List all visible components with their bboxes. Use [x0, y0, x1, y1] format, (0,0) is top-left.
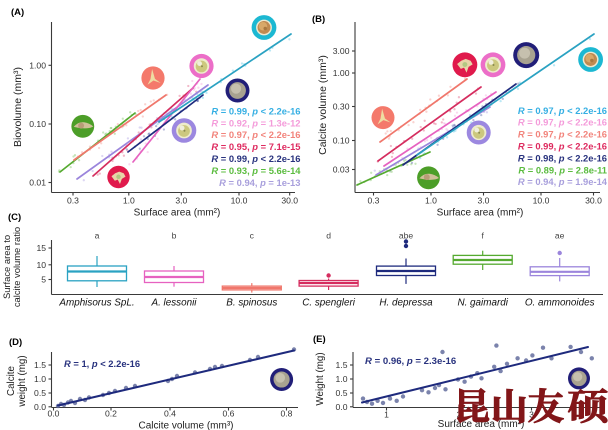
svg-text:0.2: 0.2	[105, 409, 117, 419]
svg-text:R = 0.94, p = 1.9e-14: R = 0.94, p = 1.9e-14	[518, 176, 608, 187]
svg-text:Calcite: Calcite	[6, 365, 17, 395]
svg-text:Biovolume (mm³): Biovolume (mm³)	[12, 67, 24, 147]
svg-text:0.8: 0.8	[281, 409, 293, 419]
svg-text:3: 3	[529, 410, 534, 420]
svg-text:(E): (E)	[313, 334, 326, 345]
svg-text:Amphisorus SpL.: Amphisorus SpL.	[58, 298, 134, 309]
svg-text:0.10: 0.10	[333, 136, 350, 146]
svg-text:(C): (C)	[8, 212, 21, 223]
svg-text:abe: abe	[399, 231, 414, 241]
svg-text:3.0: 3.0	[478, 195, 490, 205]
svg-text:1.0: 1.0	[336, 374, 348, 384]
svg-text:10.0: 10.0	[533, 195, 550, 205]
svg-text:30.0: 30.0	[585, 195, 602, 205]
svg-text:b: b	[172, 231, 177, 241]
svg-text:R = 0.98, p < 2.2e-16: R = 0.98, p < 2.2e-16	[518, 152, 607, 163]
svg-text:Calcite volume (mm³): Calcite volume (mm³)	[138, 421, 233, 430]
svg-text:0.3: 0.3	[368, 195, 380, 205]
svg-text:1: 1	[384, 410, 389, 420]
svg-text:1.5: 1.5	[34, 360, 46, 370]
svg-text:0.30: 0.30	[333, 102, 350, 112]
svg-text:Surface area to: Surface area to	[1, 235, 12, 299]
svg-text:Surface area (mm²): Surface area (mm²)	[438, 419, 525, 430]
svg-text:1.5: 1.5	[336, 360, 348, 370]
svg-text:1.0: 1.0	[34, 374, 46, 384]
svg-text:0.01: 0.01	[29, 178, 46, 188]
svg-text:30.0: 30.0	[281, 195, 298, 205]
svg-text:0.5: 0.5	[34, 388, 46, 398]
svg-text:0.5: 0.5	[336, 388, 348, 398]
svg-text:1.0: 1.0	[123, 195, 135, 205]
svg-text:(D): (D)	[9, 337, 22, 348]
svg-text:(A): (A)	[11, 7, 24, 18]
svg-text:R = 0.99, p < 2.2e-16: R = 0.99, p < 2.2e-16	[211, 153, 300, 164]
svg-text:R = 0.93, p = 5.6e-14: R = 0.93, p = 5.6e-14	[211, 165, 301, 176]
svg-text:Surface area (mm²): Surface area (mm²)	[437, 208, 524, 219]
svg-text:R = 0.94, p = 1e-13: R = 0.94, p = 1e-13	[219, 177, 300, 188]
svg-text:1.0: 1.0	[425, 195, 437, 205]
svg-text:R = 0.95, p = 7.1e-15: R = 0.95, p = 7.1e-15	[211, 141, 300, 152]
svg-text:10: 10	[36, 260, 46, 270]
svg-text:R = 1, p < 2.2e-16: R = 1, p < 2.2e-16	[64, 358, 140, 369]
svg-text:R = 0.97, p < 2.2e-16: R = 0.97, p < 2.2e-16	[518, 117, 607, 128]
svg-text:d: d	[326, 231, 331, 241]
svg-text:f: f	[482, 231, 485, 241]
svg-text:0.0: 0.0	[34, 402, 46, 412]
svg-text:R = 0.97, p < 2.2e-16: R = 0.97, p < 2.2e-16	[518, 129, 607, 140]
svg-text:Weight (mg): Weight (mg)	[315, 352, 326, 405]
svg-text:O. ammonoides: O. ammonoides	[525, 298, 595, 309]
svg-text:H. depressa: H. depressa	[379, 298, 433, 309]
svg-text:C. spengleri: C. spengleri	[302, 298, 355, 309]
svg-text:ae: ae	[555, 231, 565, 241]
svg-text:R = 0.99, p < 2.2e-16: R = 0.99, p < 2.2e-16	[518, 141, 607, 152]
svg-text:N. gaimardi: N. gaimardi	[457, 298, 508, 309]
svg-text:10.0: 10.0	[231, 195, 248, 205]
svg-text:R = 0.89, p = 2.8e-11: R = 0.89, p = 2.8e-11	[518, 164, 607, 175]
svg-text:R = 0.99, p < 2.2e-16: R = 0.99, p < 2.2e-16	[211, 105, 300, 116]
svg-text:0.10: 0.10	[29, 119, 46, 129]
svg-text:0.4: 0.4	[164, 409, 176, 419]
svg-text:0.6: 0.6	[223, 409, 235, 419]
svg-text:a: a	[95, 231, 100, 241]
svg-text:R = 0.96, p = 2.3e-16: R = 0.96, p = 2.3e-16	[365, 356, 456, 367]
svg-text:B. spinosus: B. spinosus	[226, 298, 277, 309]
svg-text:R = 0.97, p < 2.2e-16: R = 0.97, p < 2.2e-16	[211, 129, 300, 140]
svg-text:R = 0.97, p < 2.2e-16: R = 0.97, p < 2.2e-16	[518, 105, 607, 116]
svg-text:0.3: 0.3	[67, 195, 79, 205]
svg-text:0.0: 0.0	[48, 409, 60, 419]
svg-text:0.0: 0.0	[336, 402, 348, 412]
svg-text:(B): (B)	[312, 14, 325, 25]
svg-text:1.00: 1.00	[333, 68, 350, 78]
svg-text:calcite volume ratio: calcite volume ratio	[11, 227, 22, 307]
svg-text:5: 5	[41, 275, 46, 285]
svg-text:3.00: 3.00	[333, 46, 350, 56]
svg-text:3.0: 3.0	[175, 195, 187, 205]
svg-text:15: 15	[36, 243, 46, 253]
svg-text:weight (mg): weight (mg)	[17, 355, 28, 407]
svg-text:1.00: 1.00	[29, 60, 46, 70]
svg-text:0.03: 0.03	[333, 165, 350, 175]
svg-text:R = 0.92, p = 1.3e-12: R = 0.92, p = 1.3e-12	[211, 117, 300, 128]
svg-text:Calcite volume (mm³): Calcite volume (mm³)	[317, 55, 329, 155]
svg-text:A. lessonii: A. lessonii	[150, 298, 197, 309]
svg-text:c: c	[250, 231, 255, 241]
svg-text:Surface area (mm²): Surface area (mm²)	[134, 208, 221, 219]
